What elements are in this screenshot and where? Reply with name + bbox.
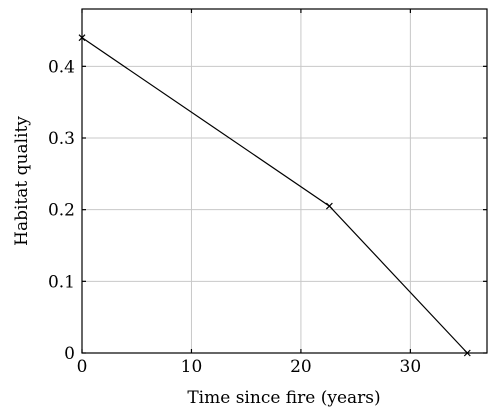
y-tick-label: 0.4 xyxy=(48,57,75,77)
x-tick-label: 0 xyxy=(77,357,88,377)
y-tick-label: 0.1 xyxy=(48,272,75,292)
series-group xyxy=(78,34,471,357)
x-tick-label: 10 xyxy=(181,357,203,377)
plot-frame xyxy=(81,8,488,354)
data-point-marker xyxy=(325,202,333,210)
y-tick-label: 0.2 xyxy=(48,201,75,221)
y-axis-label: Habitat quality xyxy=(12,116,32,246)
series-line xyxy=(81,37,468,354)
data-point-marker xyxy=(463,349,471,357)
axis-ticks: 0 10 20 30 0 0.1 0.2 0.3 0.4 xyxy=(48,9,487,377)
y-tick-label: 0 xyxy=(64,344,75,364)
x-tick-label: 30 xyxy=(400,357,422,377)
x-tick-label: 20 xyxy=(290,357,312,377)
y-tick-label: 0.3 xyxy=(48,129,75,149)
data-point-marker xyxy=(78,34,86,42)
x-axis-label: Time since fire (years) xyxy=(187,388,380,408)
grid-lines xyxy=(81,9,487,354)
